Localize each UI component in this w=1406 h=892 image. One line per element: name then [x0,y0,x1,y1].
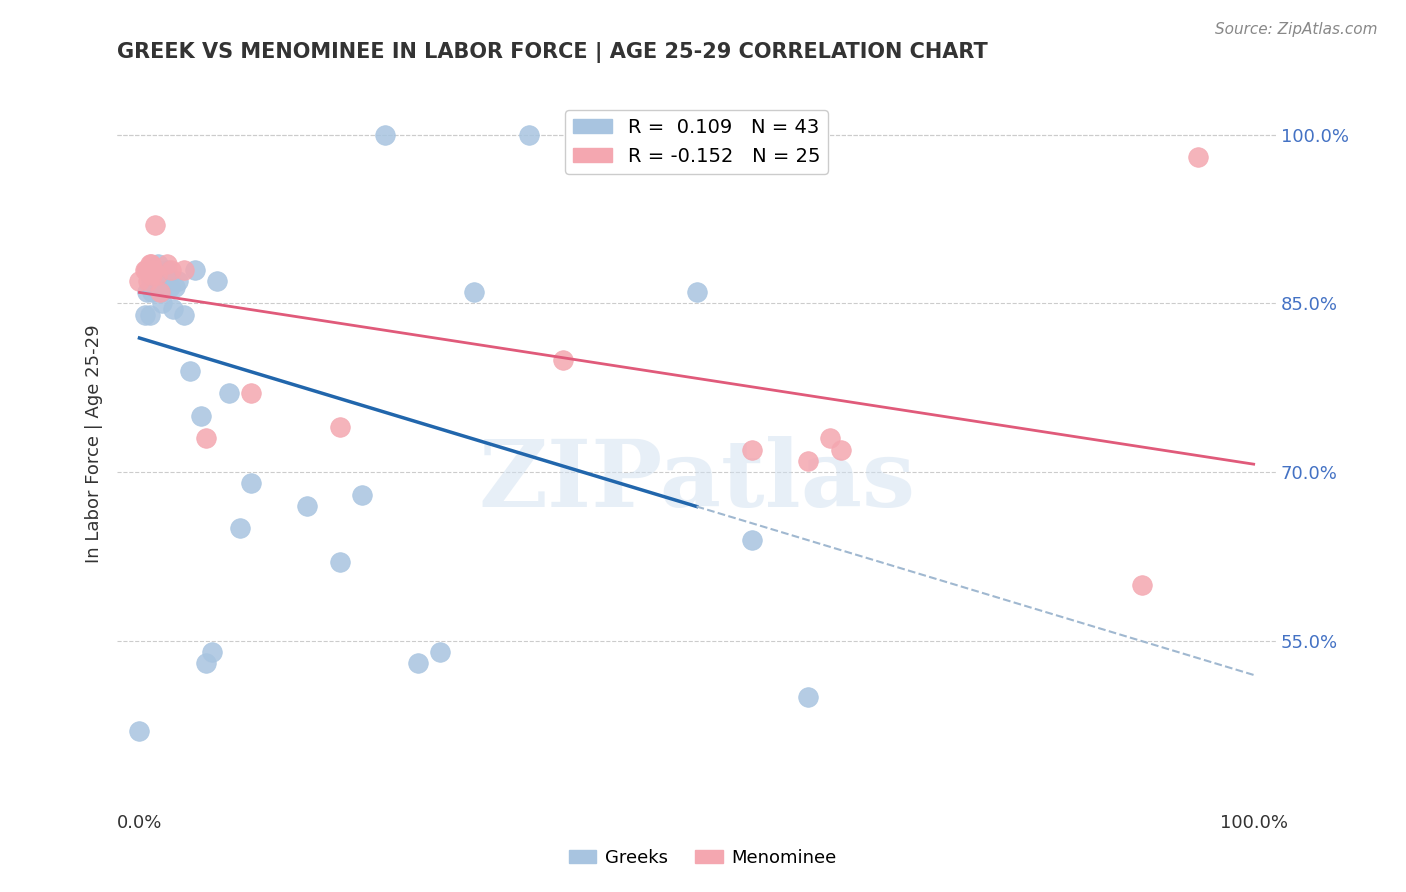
Point [830,442,852,457]
Point [207,274,229,288]
Point [179,364,201,378]
Point [201,645,224,659]
Point [149,285,172,300]
Point [142,262,165,277]
Point [239,386,262,401]
Point [146,262,169,277]
Point [142,274,165,288]
Point [159,262,181,277]
Point [143,279,166,293]
Y-axis label: In Labor Force | Age 25-29: In Labor Force | Age 25-29 [86,325,103,564]
Point [195,432,218,446]
Text: GREEK VS MENOMINEE IN LABOR FORCE | AGE 25-29 CORRELATION CHART: GREEK VS MENOMINEE IN LABOR FORCE | AGE … [117,42,988,62]
Point [128,723,150,738]
Point [134,262,156,277]
Point [139,274,162,288]
Point [195,657,218,671]
Point [148,257,170,271]
Text: ZIPatlas: ZIPatlas [478,435,915,525]
Point [229,521,252,535]
Point [329,420,352,434]
Point [145,274,167,288]
Point [138,257,160,271]
Point [146,268,169,283]
Point [1187,150,1209,164]
Point [820,432,842,446]
Point [128,274,150,288]
Point [741,442,763,457]
Point [148,274,170,288]
Point [134,308,156,322]
Point [167,274,190,288]
Point [741,533,763,547]
Point [135,262,157,277]
Point [143,218,166,232]
Point [136,285,159,300]
Text: Source: ZipAtlas.com: Source: ZipAtlas.com [1215,22,1378,37]
Point [190,409,212,423]
Point [463,285,485,300]
Point [156,257,179,271]
Point [153,274,176,288]
Point [138,308,160,322]
Point [218,386,240,401]
Point [295,499,318,513]
Legend: Greeks, Menominee: Greeks, Menominee [562,842,844,874]
Point [141,285,163,300]
Point [148,285,170,300]
Point [551,352,574,367]
Point [519,128,541,142]
Point [239,476,262,491]
Legend: R =  0.109   N = 43, R = -0.152   N = 25: R = 0.109 N = 43, R = -0.152 N = 25 [565,111,828,174]
Point [159,279,181,293]
Point [162,302,184,317]
Point [797,454,820,468]
Point [374,128,396,142]
Point [138,262,160,277]
Point [329,555,352,569]
Point [138,274,160,288]
Point [141,268,163,283]
Point [173,308,195,322]
Point [797,690,820,704]
Point [429,645,451,659]
Point [173,262,195,277]
Point [165,279,187,293]
Point [139,257,162,271]
Point [1130,577,1153,591]
Point [136,262,159,277]
Point [406,657,429,671]
Point [150,296,173,310]
Point [685,285,707,300]
Point [156,262,179,277]
Point [143,262,166,277]
Point [184,262,207,277]
Point [352,488,374,502]
